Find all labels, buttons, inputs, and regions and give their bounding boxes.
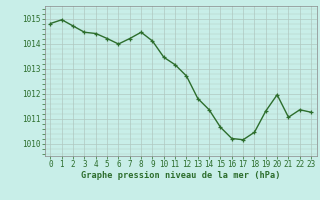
X-axis label: Graphe pression niveau de la mer (hPa): Graphe pression niveau de la mer (hPa) bbox=[81, 171, 281, 180]
